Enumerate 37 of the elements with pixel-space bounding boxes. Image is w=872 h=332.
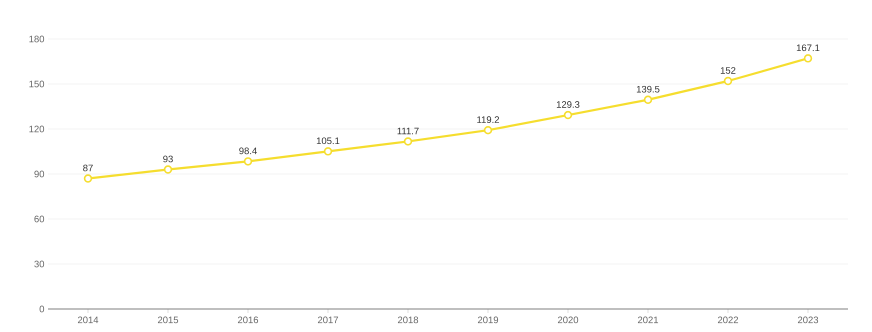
x-tick-label: 2019: [478, 316, 498, 324]
point: [724, 76, 732, 86]
y-tick-label: 0: [40, 306, 44, 312]
x-tick-label: 2014: [78, 316, 98, 324]
point: [644, 96, 652, 104]
point: [164, 165, 172, 174]
y-tick-label: 120: [29, 126, 44, 132]
data-label: 105.1: [316, 137, 340, 144]
x-tick-label: 2016: [238, 316, 258, 324]
point: [804, 54, 812, 63]
data-label: 111.7: [398, 128, 419, 134]
x-tick-label: 2020: [558, 316, 578, 324]
data-label: 98.4: [239, 148, 257, 154]
y-tick-label: 150: [29, 80, 44, 88]
point: [404, 137, 412, 146]
x-tick-label: 2018: [398, 316, 418, 324]
point: [244, 157, 252, 166]
y-tick-label: 60: [34, 216, 44, 222]
point: [564, 110, 572, 120]
x-tick-label: 2022: [718, 316, 738, 324]
data-label: 129.3: [556, 101, 580, 108]
x-tick-label: 2015: [158, 316, 178, 324]
point: [84, 174, 92, 183]
data-label: 152: [720, 67, 736, 74]
x-tick-label: 2021: [638, 316, 658, 324]
data-label: 87: [83, 164, 93, 172]
y-tick-label: 180: [29, 36, 44, 42]
y-tick-label: 90: [34, 170, 44, 178]
point: [484, 126, 492, 134]
data-label: 139.5: [636, 86, 660, 93]
x-tick-label: 2023: [798, 316, 818, 324]
x-tick-label: 2017: [318, 316, 338, 324]
point: [324, 147, 332, 156]
y-tick-label: 30: [34, 260, 44, 268]
data-label: 93: [163, 156, 173, 162]
data-label: 167.1: [796, 44, 820, 52]
data-label: 119.2: [477, 116, 500, 123]
